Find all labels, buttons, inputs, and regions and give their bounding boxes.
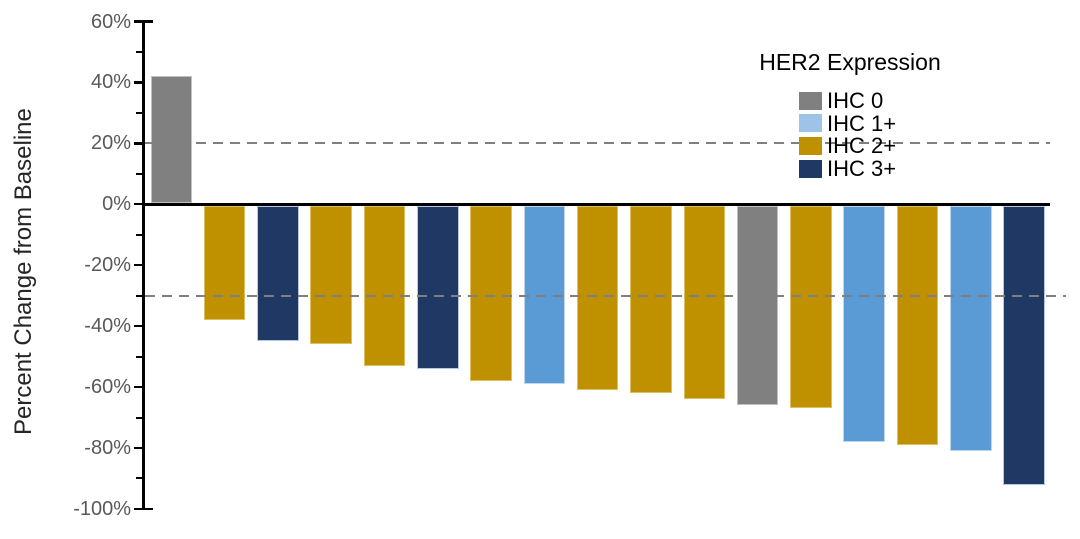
- y-axis-major-tick: [133, 203, 142, 206]
- y-axis-major-tick: [133, 20, 142, 23]
- reference-line-minus30: [144, 294, 1066, 297]
- y-axis-tick-label: -100%: [73, 497, 131, 520]
- waterfall-bar-ihc-3+: [1003, 205, 1045, 485]
- legend-item-label: IHC 3+: [827, 156, 897, 182]
- waterfall-bar-ihc-2+: [470, 205, 512, 381]
- waterfall-bar-ihc-2+: [683, 205, 725, 400]
- waterfall-bar-ihc-3+: [417, 205, 459, 369]
- y-axis-minor-tick: [136, 111, 142, 114]
- legend-item-label: IHC 1+: [827, 110, 897, 136]
- legend-item-label: IHC 2+: [827, 133, 897, 159]
- y-axis-major-tick: [133, 446, 142, 450]
- waterfall-bar-ihc-3+: [257, 205, 299, 342]
- waterfall-bar-ihc-2+: [790, 205, 832, 409]
- y-axis-major-tick: [133, 507, 142, 511]
- y-axis-tick-label: -60%: [84, 376, 131, 399]
- legend-item-ihc-1+: IHC 1+: [799, 112, 896, 135]
- legend-title: HER2 Expression: [759, 49, 941, 75]
- y-axis-minor-tick: [136, 477, 142, 480]
- y-axis-tick-label: 40%: [90, 71, 131, 94]
- waterfall-bar-ihc-2+: [896, 205, 939, 445]
- legend-item-ihc-0: IHC 0: [799, 89, 883, 112]
- y-axis-tick-label: -20%: [84, 254, 131, 277]
- waterfall-bar-ihc-1+: [950, 205, 992, 452]
- waterfall-bar-ihc-2+: [630, 205, 672, 394]
- y-axis-major-tick: [133, 264, 142, 267]
- legend-swatch-icon: [799, 136, 822, 155]
- waterfall-bar-ihc-2+: [576, 205, 619, 391]
- y-axis-major-tick: [133, 385, 142, 389]
- zero-baseline: [141, 202, 1050, 206]
- waterfall-bar-ihc-2+: [203, 205, 246, 321]
- legend-item-label: IHC 0: [827, 88, 884, 113]
- y-axis-tick-label: 0%: [102, 193, 131, 216]
- y-axis-minor-tick: [136, 172, 142, 175]
- waterfall-bar-ihc-1+: [843, 205, 885, 442]
- reference-line-plus20: [144, 142, 1050, 145]
- legend-item-ihc-3+: IHC 3+: [799, 157, 896, 180]
- y-axis-title: Percent Change from Baseline: [10, 108, 37, 435]
- legend-swatch-icon: [799, 114, 822, 133]
- y-axis-minor-tick: [136, 233, 142, 236]
- y-axis-tick-label: -40%: [84, 315, 131, 338]
- legend-item-ihc-2+: IHC 2+: [799, 134, 896, 157]
- y-axis-major-tick: [133, 324, 142, 328]
- y-axis-tick-label: -80%: [84, 436, 131, 459]
- y-axis-minor-tick: [136, 294, 142, 297]
- legend-swatch-icon: [799, 91, 822, 110]
- y-axis-minor-tick: [136, 51, 142, 53]
- y-axis-end-cap: [144, 20, 153, 23]
- y-axis-minor-tick: [136, 416, 142, 419]
- waterfall-bar-ihc-0: [150, 76, 192, 203]
- y-axis-major-tick: [133, 142, 142, 145]
- waterfall-bar-ihc-0: [736, 205, 779, 406]
- waterfall-bar-ihc-2+: [310, 205, 352, 345]
- y-axis-major-tick: [133, 81, 142, 84]
- y-axis-minor-tick: [136, 355, 142, 358]
- y-axis-line: [141, 20, 145, 511]
- y-axis-tick-label: 60%: [90, 10, 131, 33]
- waterfall-bar-ihc-2+: [363, 205, 406, 366]
- legend-swatch-icon: [799, 159, 822, 178]
- y-axis-tick-label: 20%: [90, 132, 131, 155]
- y-axis-end-cap: [144, 507, 153, 511]
